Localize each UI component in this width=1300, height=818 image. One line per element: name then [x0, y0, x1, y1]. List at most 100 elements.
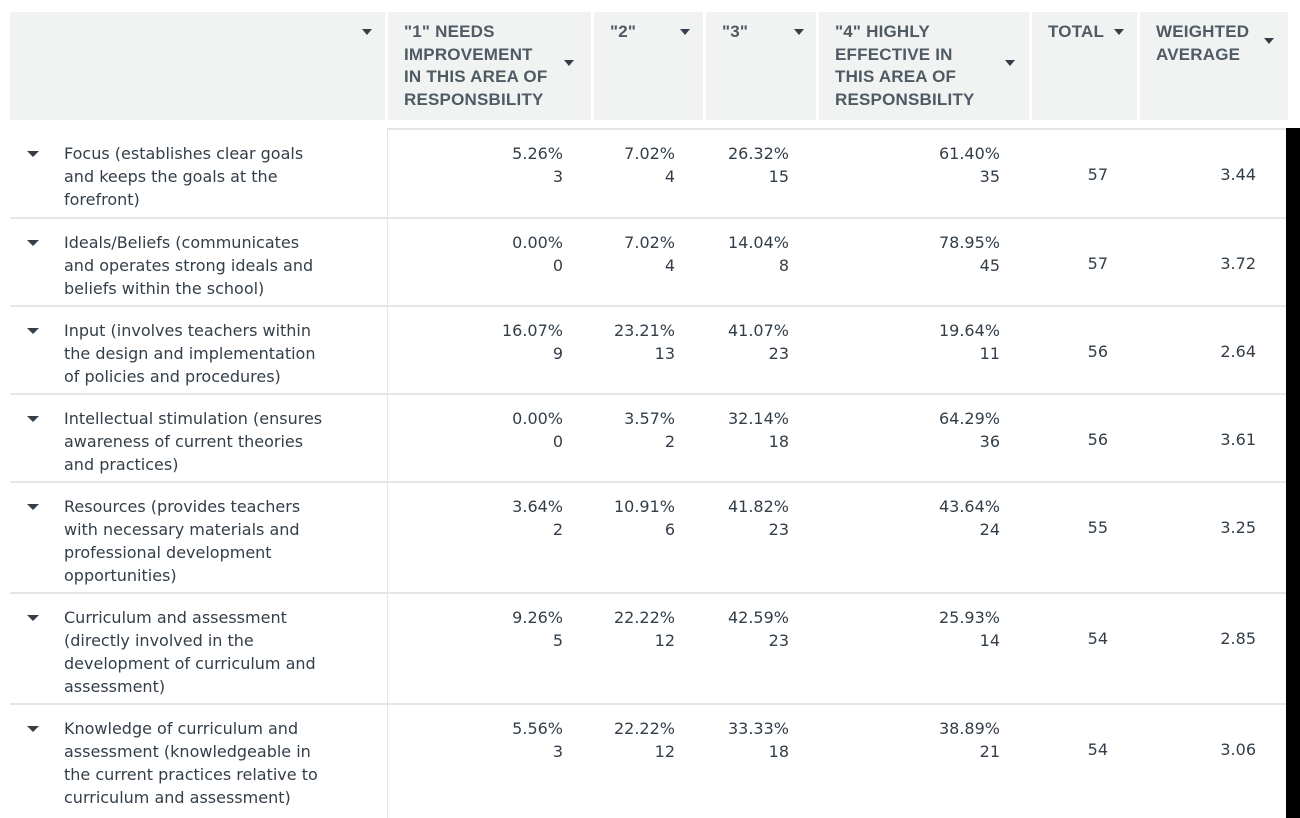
row-label: Focus (establishes clear goals and keeps…	[64, 144, 304, 209]
cell-count: 2	[664, 432, 675, 451]
expand-caret-icon[interactable]	[27, 151, 39, 157]
header-col-1[interactable]: "1" NEEDS IMPROVEMENT IN THIS AREA OF RE…	[388, 12, 594, 120]
cell-col-1: 5.56% 3	[512, 717, 563, 763]
cell-percent: 41.82%	[727, 497, 789, 516]
expand-caret-icon[interactable]	[27, 328, 39, 334]
cell-count: 23	[768, 631, 789, 650]
expand-caret-icon[interactable]	[27, 504, 39, 510]
cell-count: 24	[979, 520, 1000, 539]
cell-count: 8	[778, 256, 789, 275]
cell-count: 36	[979, 432, 1000, 451]
cell-col-2: 3.57% 2	[624, 407, 675, 453]
cell-col-3: 41.07% 23	[728, 319, 789, 365]
cell-total: 54	[1087, 740, 1108, 759]
cell-percent: 3.57%	[624, 409, 675, 428]
cell-col-1: 0.00% 0	[512, 407, 563, 453]
table-row: Focus (establishes clear goals and keeps…	[10, 130, 1286, 219]
cell-col-4: 61.40% 35	[939, 142, 1000, 188]
sort-caret-icon[interactable]	[1114, 29, 1124, 35]
cell-count: 0	[552, 256, 563, 275]
cell-count: 45	[979, 256, 1000, 275]
cell-total: 54	[1087, 629, 1108, 648]
cell-col-2: 7.02% 4	[624, 231, 675, 277]
cell-total: 56	[1087, 342, 1108, 361]
row-label: Curriculum and assessment (directly invo…	[64, 608, 316, 696]
table-body: Focus (establishes clear goals and keeps…	[10, 130, 1286, 815]
cell-col-4: 78.95% 45	[939, 231, 1000, 277]
cell-total: 57	[1087, 254, 1108, 273]
cell-count: 23	[768, 344, 789, 363]
header-col-1-label: "1" NEEDS IMPROVEMENT IN THIS AREA OF RE…	[404, 22, 548, 109]
header-col-3[interactable]: "3"	[706, 12, 819, 120]
cell-percent: 22.22%	[613, 608, 675, 627]
sort-caret-icon[interactable]	[1264, 38, 1274, 44]
cell-percent: 64.29%	[938, 409, 1000, 428]
cell-percent: 10.91%	[613, 497, 675, 516]
table-row: Curriculum and assessment (directly invo…	[10, 594, 1286, 705]
row-label: Intellectual stimulation (ensures awaren…	[64, 409, 323, 474]
header-col-4-label: "4" HIGHLY EFFECTIVE IN THIS AREA OF RES…	[835, 22, 975, 109]
column-separator	[387, 128, 388, 818]
cell-percent: 0.00%	[512, 233, 563, 252]
expand-caret-icon[interactable]	[27, 615, 39, 621]
cell-count: 12	[654, 742, 675, 761]
cell-col-1: 5.26% 3	[512, 142, 563, 188]
header-col-2[interactable]: "2"	[594, 12, 706, 120]
cell-col-2: 22.22% 12	[614, 717, 675, 763]
cell-count: 0	[552, 432, 563, 451]
cell-count: 12	[654, 631, 675, 650]
cell-col-1: 16.07% 9	[502, 319, 563, 365]
cell-percent: 9.26%	[512, 608, 563, 627]
cell-col-4: 19.64% 11	[939, 319, 1000, 365]
cell-count: 15	[768, 167, 789, 186]
cell-count: 11	[979, 344, 1000, 363]
sort-caret-icon[interactable]	[794, 29, 804, 35]
cell-percent: 42.59%	[727, 608, 789, 627]
cell-weighted-average: 3.72	[1220, 254, 1256, 273]
cell-col-3: 33.33% 18	[728, 717, 789, 763]
cell-percent: 23.21%	[613, 321, 675, 340]
header-col-3-label: "3"	[722, 22, 749, 41]
expand-caret-icon[interactable]	[27, 240, 39, 246]
sort-caret-icon[interactable]	[362, 29, 372, 35]
cell-count: 3	[552, 167, 563, 186]
cell-percent: 0.00%	[512, 409, 563, 428]
cell-percent: 14.04%	[727, 233, 789, 252]
table-row: Knowledge of curriculum and assessment (…	[10, 705, 1286, 815]
cell-col-3: 32.14% 18	[728, 407, 789, 453]
cell-total: 57	[1087, 165, 1108, 184]
cell-count: 2	[552, 520, 563, 539]
header-row-label-column[interactable]	[10, 12, 388, 120]
cell-percent: 25.93%	[938, 608, 1000, 627]
cell-col-3: 42.59% 23	[728, 606, 789, 652]
cell-count: 14	[979, 631, 1000, 650]
sort-caret-icon[interactable]	[564, 60, 574, 66]
cell-percent: 41.07%	[727, 321, 789, 340]
sort-caret-icon[interactable]	[680, 29, 690, 35]
cell-percent: 3.64%	[512, 497, 563, 516]
cell-percent: 7.02%	[624, 144, 675, 163]
header-total-label: TOTAL	[1048, 22, 1105, 41]
cell-total: 56	[1087, 430, 1108, 449]
cell-count: 18	[768, 432, 789, 451]
cell-total: 55	[1087, 518, 1108, 537]
cell-percent: 22.22%	[613, 719, 675, 738]
row-label: Ideals/Beliefs (communicates and operate…	[64, 233, 314, 298]
cell-count: 35	[979, 167, 1000, 186]
cell-percent: 33.33%	[727, 719, 789, 738]
cell-col-4: 38.89% 21	[939, 717, 1000, 763]
cell-count: 6	[664, 520, 675, 539]
table-header: "1" NEEDS IMPROVEMENT IN THIS AREA OF RE…	[10, 12, 1288, 120]
header-weighted-average[interactable]: WEIGHTED AVERAGE	[1140, 12, 1288, 120]
cell-col-3: 26.32% 15	[728, 142, 789, 188]
expand-caret-icon[interactable]	[27, 726, 39, 732]
header-total[interactable]: TOTAL	[1032, 12, 1140, 120]
expand-caret-icon[interactable]	[27, 416, 39, 422]
cell-percent: 43.64%	[938, 497, 1000, 516]
cell-percent: 26.32%	[727, 144, 789, 163]
cell-percent: 19.64%	[938, 321, 1000, 340]
sort-caret-icon[interactable]	[1005, 60, 1015, 66]
header-col-4[interactable]: "4" HIGHLY EFFECTIVE IN THIS AREA OF RES…	[819, 12, 1032, 120]
cell-count: 23	[768, 520, 789, 539]
header-divider	[387, 128, 1286, 130]
